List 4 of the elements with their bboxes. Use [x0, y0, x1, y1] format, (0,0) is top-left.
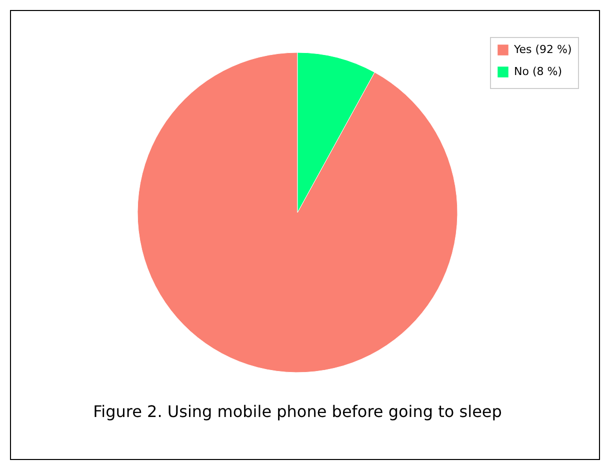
legend-label: No (8 %): [514, 65, 562, 78]
caption: Figure 2. Using mobile phone before going to sleep: [93, 402, 502, 421]
legend-label: Yes (92 %): [513, 43, 572, 56]
pie-slice: [137, 52, 458, 372]
